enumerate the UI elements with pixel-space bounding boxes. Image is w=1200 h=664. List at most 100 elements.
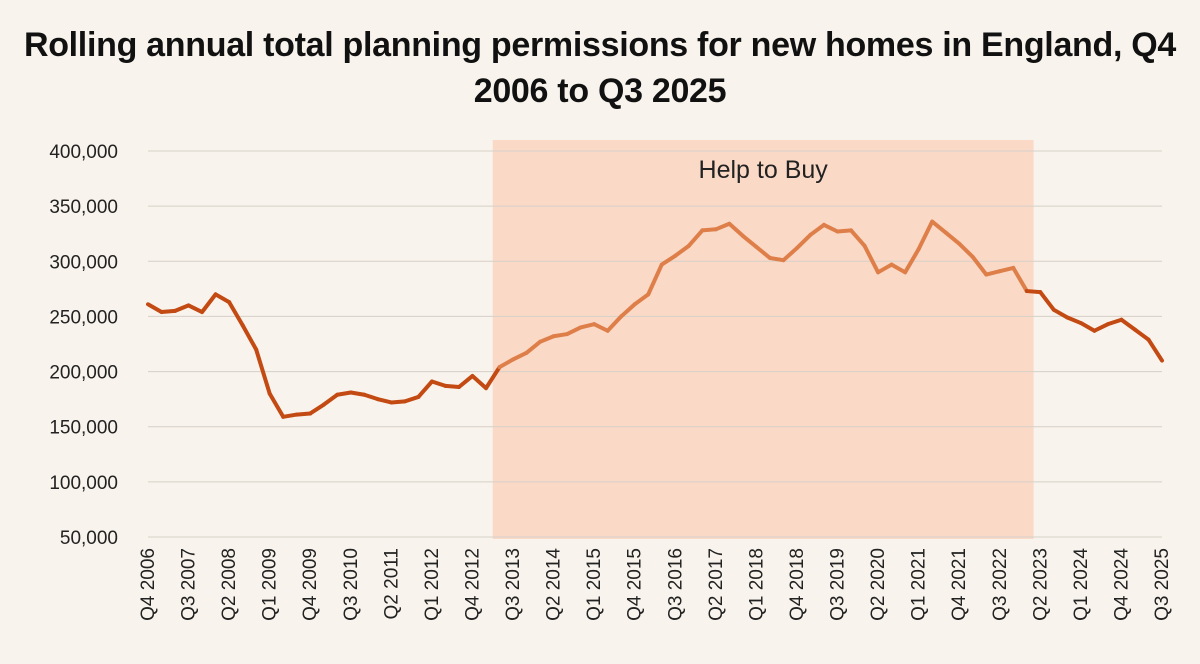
y-tick-label: 50,000 [60, 528, 118, 549]
x-tick-label: Q1 2009 [260, 548, 281, 621]
x-tick-label: Q3 2007 [179, 548, 200, 621]
series-segment [1132, 327, 1151, 342]
series-segment [1038, 290, 1056, 312]
series-segment [484, 365, 502, 391]
series-segment [538, 334, 556, 344]
series-segment [308, 402, 326, 416]
series-segment [767, 255, 786, 263]
series-segment [281, 412, 299, 419]
x-tick-label: Q1 2012 [422, 548, 443, 621]
x-tick-label: Q2 2014 [544, 548, 565, 621]
series-segment [1092, 322, 1110, 333]
series-segment [781, 246, 799, 263]
series-segment [456, 373, 475, 390]
x-tick-label: Q3 2016 [665, 548, 686, 621]
series-segment [727, 221, 745, 238]
x-tick-label: Q2 2020 [868, 548, 889, 621]
series-segment [957, 241, 975, 259]
series-segment [1024, 289, 1043, 295]
series-segment [1119, 317, 1137, 332]
series-segment [592, 322, 610, 333]
series-segment [227, 300, 245, 328]
series-segment [930, 219, 948, 235]
series-segment [497, 357, 516, 370]
series-segment [240, 323, 259, 352]
x-tick-label: Q1 2021 [909, 548, 930, 621]
x-tick-label: Q3 2025 [1152, 548, 1173, 621]
series-segment [159, 308, 178, 315]
x-tick-label: Q4 2018 [787, 548, 808, 621]
series-segment [605, 314, 624, 333]
help-to-buy-band [492, 140, 1034, 539]
series-segment [1065, 315, 1083, 326]
series-segment [997, 265, 1016, 274]
series-segment [619, 302, 637, 319]
series-segment [686, 228, 705, 248]
series-segment [903, 247, 921, 275]
series-segment [511, 350, 529, 362]
series-segment [402, 394, 421, 404]
series-segment [713, 221, 732, 232]
series-segment [876, 262, 894, 275]
series-segment [835, 228, 854, 234]
y-tick-label: 400,000 [49, 142, 118, 163]
series-segment [1051, 307, 1070, 320]
series-segment [1078, 321, 1097, 333]
series-segment [565, 325, 583, 337]
series-segment [1105, 317, 1124, 327]
x-tick-label: Q2 2011 [381, 548, 402, 619]
x-tick-label: Q3 2013 [503, 548, 524, 621]
x-tick-label: Q1 2015 [584, 548, 605, 621]
series-segment [551, 332, 570, 339]
series-segment [794, 232, 813, 251]
y-tick-label: 250,000 [49, 307, 118, 328]
series-segment [754, 244, 772, 260]
series-segment [213, 292, 232, 305]
series-segment [200, 292, 218, 315]
x-tick-label: Q4 2006 [138, 548, 159, 621]
series-segment [984, 269, 1002, 277]
chart-title: Rolling annual total planning permission… [23, 26, 1177, 110]
series-segment [254, 347, 272, 396]
x-tick-label: Q2 2008 [219, 548, 240, 621]
series-segment [916, 219, 935, 252]
series-segment [1146, 337, 1164, 363]
y-tick-label: 300,000 [49, 252, 118, 273]
series-segment [578, 322, 597, 330]
series-segment [146, 302, 164, 315]
x-tick-label: Q2 2017 [706, 548, 727, 621]
series-segment [443, 383, 461, 390]
series-segment [335, 390, 353, 397]
series-segment [659, 253, 678, 267]
series-segment [186, 303, 205, 315]
series-segment [362, 392, 380, 402]
series-segment [375, 397, 394, 405]
series-segment [173, 303, 191, 313]
series-segment [700, 227, 718, 233]
series-segment [849, 228, 867, 248]
series-segment [808, 222, 826, 237]
series-segment [943, 230, 962, 246]
series-segment [470, 373, 488, 391]
x-tick-label: Q3 2019 [828, 548, 849, 621]
series-segment [822, 222, 840, 234]
series-segment [889, 262, 908, 275]
series-segment [673, 243, 691, 258]
series-segment [862, 243, 881, 275]
series-segment [321, 392, 340, 407]
series-segment [416, 379, 434, 399]
x-tick-label: Q4 2012 [462, 548, 483, 621]
series-segment [632, 292, 651, 307]
x-tick-label: Q4 2021 [949, 548, 970, 621]
x-tick-label: Q4 2009 [300, 548, 321, 621]
x-tick-label: Q4 2024 [1111, 548, 1132, 621]
y-tick-label: 200,000 [49, 363, 118, 384]
y-tick-label: 100,000 [49, 473, 118, 494]
series-segment [646, 262, 664, 297]
x-tick-label: Q3 2022 [990, 548, 1011, 621]
x-tick-label: Q1 2024 [1071, 548, 1092, 621]
series-segment [294, 411, 313, 417]
series-segment [524, 339, 543, 355]
y-tick-label: 350,000 [49, 197, 118, 218]
